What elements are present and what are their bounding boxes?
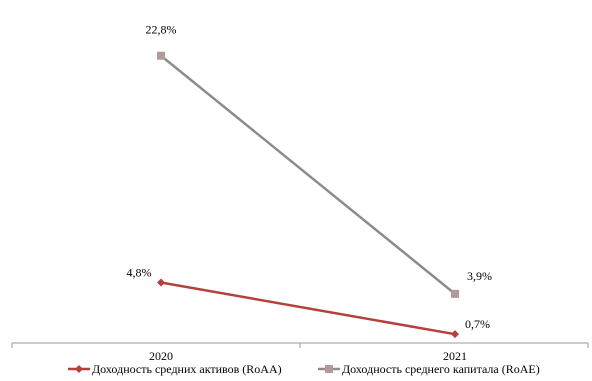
series-layer [157, 51, 459, 339]
data-label-roaa-2021: 0,7% [465, 317, 490, 331]
data-label-roae-2020: 22,8% [146, 23, 177, 37]
legend: Доходность средних активов (RoAA) Доходно… [68, 362, 540, 376]
legend-item-roae: Доходность среднего капитала (RoAE) [318, 362, 540, 376]
series-line-roaa [160, 281, 456, 336]
legend-label-roae: Доходность среднего капитала (RoAE) [342, 362, 540, 376]
x-axis-ticks: 2020 2021 [11, 343, 589, 363]
data-point-roaa-2020 [157, 278, 165, 287]
data-label-roaa-2020: 4,8% [127, 266, 152, 280]
legend-item-roaa: Доходность средних активов (RoAA) [68, 362, 282, 376]
data-point-roaa-2021 [451, 330, 459, 339]
data-point-roae-2020 [157, 51, 165, 60]
legend-swatch-marker-roaa [75, 365, 83, 373]
x-tick-label-2021: 2021 [443, 349, 467, 363]
legend-swatch-marker-roae [325, 365, 333, 373]
data-labels-layer: 4,8% 0,7% 22,8% 3,9% [127, 23, 493, 331]
data-point-roae-2021 [451, 289, 459, 298]
data-label-roae-2021: 3,9% [467, 269, 492, 283]
series-line-roae [160, 54, 456, 295]
legend-label-roaa: Доходность средних активов (RoAA) [92, 362, 282, 376]
x-tick-label-2020: 2020 [149, 349, 173, 363]
